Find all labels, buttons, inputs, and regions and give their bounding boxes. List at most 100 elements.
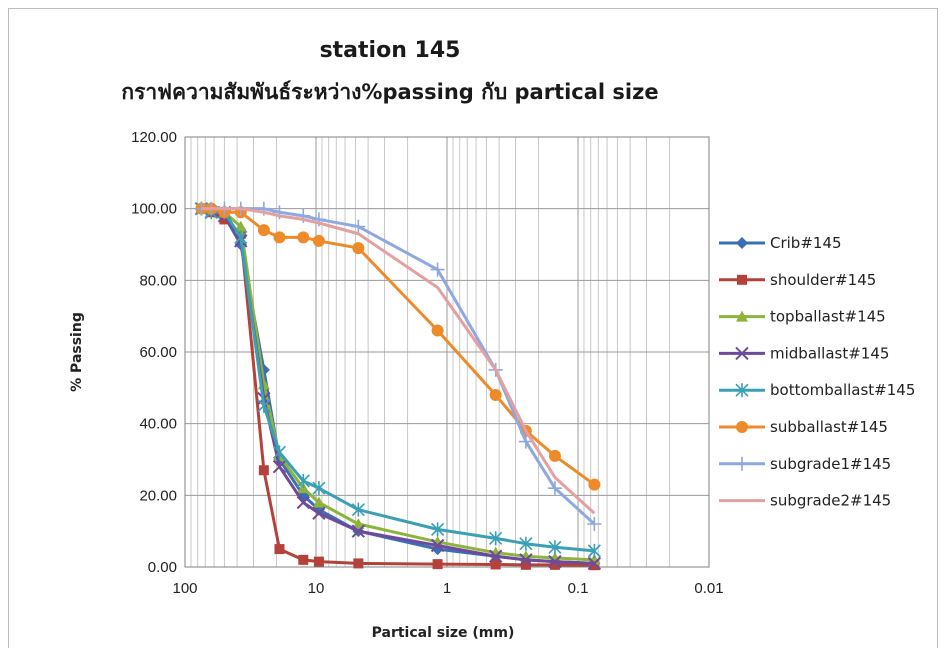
asterisk-marker — [351, 502, 365, 517]
legend-item: subballast#145 — [719, 418, 888, 436]
legend-marker — [736, 310, 748, 322]
legend-marker — [735, 383, 749, 398]
square-marker — [520, 559, 531, 570]
x-marker — [430, 538, 445, 553]
legend-label: subgrade2#145 — [770, 492, 891, 510]
data-point — [587, 543, 601, 558]
legend-label: subgrade1#145 — [770, 455, 891, 473]
asterisk-marker — [272, 445, 287, 460]
diamond-marker — [736, 237, 748, 249]
legend-marker — [737, 274, 747, 285]
legend-label: topballast#145 — [770, 308, 886, 326]
data-point — [257, 224, 270, 237]
data-point — [219, 214, 230, 225]
asterisk-marker — [735, 383, 749, 398]
circle-marker — [431, 324, 444, 337]
x-tick-label: 10 — [308, 580, 325, 597]
chart-title: station 145 — [320, 38, 461, 63]
plus-marker — [518, 434, 533, 449]
square-marker — [589, 560, 600, 571]
square-marker — [737, 274, 747, 285]
gradation-chart: station 145 กราฟความสัมพันธ์ระหว่าง%pass… — [69, 38, 915, 641]
plus-marker — [430, 262, 445, 277]
y-tick-label: 120.00 — [131, 129, 177, 146]
circle-marker — [257, 224, 270, 237]
asterisk-marker — [548, 540, 562, 555]
legend-label: Crib#145 — [770, 234, 842, 252]
data-point — [588, 478, 601, 491]
square-marker — [549, 559, 560, 570]
data-point — [430, 538, 445, 553]
data-point — [489, 389, 502, 401]
asterisk-marker — [312, 481, 326, 496]
legend-marker — [735, 456, 749, 471]
data-point — [589, 560, 600, 571]
circle-marker — [297, 231, 310, 244]
asterisk-marker — [519, 536, 533, 551]
data-point — [272, 445, 287, 460]
data-point — [548, 449, 561, 462]
asterisk-marker — [431, 522, 445, 537]
chart-subtitle: กราฟความสัมพันธ์ระหว่าง%passing กับ part… — [121, 80, 658, 104]
data-point — [272, 459, 287, 474]
data-point — [431, 522, 445, 537]
x-marker — [351, 524, 366, 538]
data-point — [488, 549, 503, 563]
x-marker — [296, 495, 311, 510]
data-point — [518, 434, 533, 449]
triangle-marker — [234, 220, 247, 232]
data-point — [297, 231, 310, 244]
series-8 — [201, 207, 596, 515]
data-point — [273, 231, 286, 244]
triangle-marker — [736, 310, 748, 322]
circle-marker — [548, 449, 561, 462]
y-tick-labels: 0.00 20.00 40.00 60.00 80.00 100.00 120.00 — [131, 129, 177, 576]
data-point — [432, 559, 443, 570]
asterisk-marker — [296, 474, 310, 488]
asterisk-marker — [587, 543, 601, 558]
x-marker — [488, 549, 503, 563]
square-marker — [219, 214, 230, 225]
data-point — [296, 495, 311, 510]
data-point — [489, 531, 503, 546]
y-axis-label: % Passing — [69, 312, 85, 392]
series-7 — [194, 201, 602, 531]
plus-marker — [587, 517, 602, 531]
x-tick-label: 0.1 — [568, 580, 589, 597]
circle-marker — [489, 389, 502, 401]
legend-item: Crib#145 — [719, 234, 842, 252]
data-point — [548, 554, 562, 569]
asterisk-marker — [489, 531, 503, 546]
circle-marker — [312, 234, 325, 247]
legend-marker — [735, 346, 749, 361]
legend-item: subgrade2#145 — [719, 492, 891, 510]
data-point — [352, 518, 365, 529]
y-tick-label: 60.00 — [139, 344, 177, 361]
data-point — [520, 559, 531, 570]
data-point — [298, 554, 309, 565]
square-marker — [313, 556, 324, 567]
data-point — [234, 220, 247, 232]
data-point — [312, 234, 325, 247]
square-marker — [432, 559, 443, 570]
data-point — [587, 517, 602, 531]
x-marker — [735, 346, 749, 361]
plus-marker — [351, 219, 366, 234]
series-group — [194, 201, 602, 571]
legend-item: subgrade1#145 — [719, 455, 891, 473]
asterisk-marker — [234, 230, 248, 245]
data-point — [490, 559, 501, 570]
data-point — [351, 524, 366, 538]
data-point — [519, 536, 533, 551]
square-marker — [258, 465, 269, 476]
asterisk-marker — [257, 398, 271, 413]
legend-item: bottomballast#145 — [719, 381, 915, 399]
series-line — [201, 207, 596, 515]
data-point — [519, 553, 533, 567]
y-tick-label: 40.00 — [139, 416, 177, 433]
legend-label: bottomballast#145 — [770, 381, 915, 399]
x-tick-labels: 100 10 1 0.1 0.01 — [172, 580, 723, 597]
square-marker — [353, 558, 364, 569]
legend-marker — [736, 421, 748, 433]
data-point — [312, 496, 325, 508]
